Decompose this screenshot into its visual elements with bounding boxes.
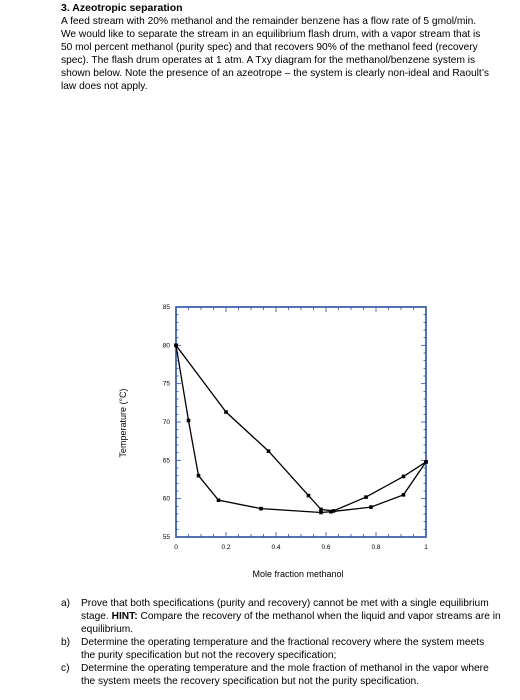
txy-diagram: 0 0.2 0.4 0.6 0.8 1 55 60 65 70 75 80 85 Temperature… (0, 295, 520, 585)
x-tick-label: 0.6 (321, 544, 330, 551)
y-tick-label: 60 (163, 496, 171, 503)
bubble-point-curve (175, 345, 427, 514)
bubble-point-marker (319, 510, 323, 515)
bubble-point-marker (186, 418, 191, 423)
dew-point-marker (306, 493, 311, 498)
bubble-point-marker (196, 473, 201, 478)
bubble-point-marker (401, 493, 406, 497)
dew-point-marker (224, 410, 228, 414)
y-tick-label: 80 (163, 342, 171, 349)
intro-line: spec). The flash drum operates at 1 atm.… (61, 55, 476, 66)
intro-line: law does not apply. (61, 81, 148, 92)
dew-point-marker (319, 507, 323, 512)
question-marker: a) (61, 598, 71, 609)
dew-point-marker (364, 495, 368, 499)
hint-label: HINT: (111, 611, 138, 622)
question-text: Prove that both specifications (purity a… (81, 598, 489, 622)
problem-heading: 3. Azeotropic separation (61, 2, 183, 14)
question-marker: c) (61, 663, 70, 674)
intro-line: 50 mol percent methanol (purity spec) an… (61, 42, 478, 53)
question-b: b) Determine the operating temperature a… (61, 636, 501, 662)
y-axis-label: Temperature (°C) (118, 388, 128, 457)
question-c: c) Determine the operating temperature a… (61, 662, 501, 688)
bubble-point-marker (259, 506, 263, 511)
bubble-point-marker (216, 498, 221, 502)
question-text: Determine the operating temperature and … (81, 637, 485, 661)
y-tick-label: 75 (163, 381, 171, 388)
x-tick-label: 0.4 (271, 544, 280, 551)
intro-line: A feed stream with 20% methanol and the … (61, 16, 477, 27)
question-text: Determine the operating temperature and … (81, 663, 489, 687)
question-marker: b) (61, 637, 71, 648)
txy-chart-svg: 0 0.2 0.4 0.6 0.8 1 55 60 65 70 75 80 85 Temperature… (118, 304, 428, 579)
x-tick-label: 0.8 (371, 544, 380, 551)
y-tick-label: 65 (163, 457, 171, 464)
dew-point-marker (401, 474, 406, 479)
bubble-point-marker (329, 509, 333, 514)
dew-point-curve (175, 344, 427, 512)
bubble-point-marker (369, 505, 373, 509)
y-tick-label: 70 (163, 419, 171, 426)
y-tick-label: 55 (163, 534, 171, 541)
x-tick-label: 1 (424, 544, 428, 551)
y-tick-label: 85 (163, 304, 171, 311)
x-axis-label: Mole fraction methanol (252, 569, 343, 579)
dew-point-marker (331, 509, 336, 513)
hint-text: Compare the recovery of the methanol whe… (81, 611, 501, 635)
dew-point-marker (266, 449, 271, 453)
plot-frame (175, 306, 427, 538)
question-list: a) Prove that both specifications (purit… (61, 597, 501, 688)
question-a: a) Prove that both specifications (purit… (61, 597, 501, 636)
intro-line: shown below. Note the presence of an aze… (61, 68, 489, 79)
intro-line: We would like to separate the stream in … (61, 29, 481, 40)
bubble-point-marker (424, 460, 428, 464)
x-tick-label: 0.2 (221, 544, 230, 551)
problem-intro: A feed stream with 20% methanol and the … (61, 15, 501, 93)
bubble-point-marker (174, 343, 178, 348)
x-tick-label: 0 (174, 544, 178, 551)
